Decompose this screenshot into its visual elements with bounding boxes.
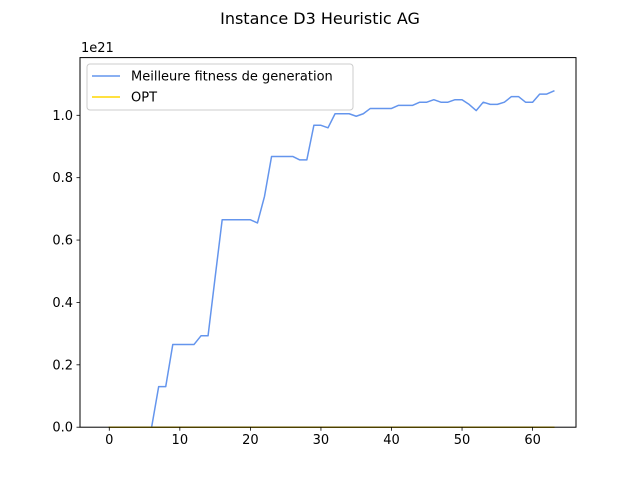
y-tick-label: 1.0 <box>52 109 73 124</box>
legend-box <box>86 63 354 111</box>
y-offset-label: 1e21 <box>81 41 114 56</box>
y-axis: 0.0 0.2 0.4 0.6 0.8 1.0 <box>52 109 80 436</box>
x-tick-label: 20 <box>242 433 259 448</box>
x-axis: 0 10 20 30 40 50 60 <box>105 427 541 448</box>
x-tick-label: 40 <box>383 433 400 448</box>
chart-title: Instance D3 Heuristic AG <box>220 9 420 28</box>
series-layer <box>108 89 555 428</box>
x-tick-label: 30 <box>313 433 330 448</box>
y-tick-label: 0.2 <box>52 358 73 373</box>
legend-label-0: Meilleure fitness de generation <box>131 70 333 85</box>
x-tick-label: 10 <box>172 433 189 448</box>
y-tick-label: 0.0 <box>52 421 73 436</box>
x-tick-label: 50 <box>454 433 471 448</box>
y-tick-label: 0.4 <box>52 296 73 311</box>
x-tick-label: 0 <box>105 433 113 448</box>
y-tick-label: 0.8 <box>52 171 73 186</box>
legend: Meilleure fitness de generation OPT <box>86 63 354 111</box>
series-line-0 <box>108 89 555 428</box>
legend-label-1: OPT <box>131 91 157 106</box>
x-tick-label: 60 <box>524 433 541 448</box>
plot-frame <box>79 57 577 428</box>
y-tick-label: 0.6 <box>52 234 73 249</box>
